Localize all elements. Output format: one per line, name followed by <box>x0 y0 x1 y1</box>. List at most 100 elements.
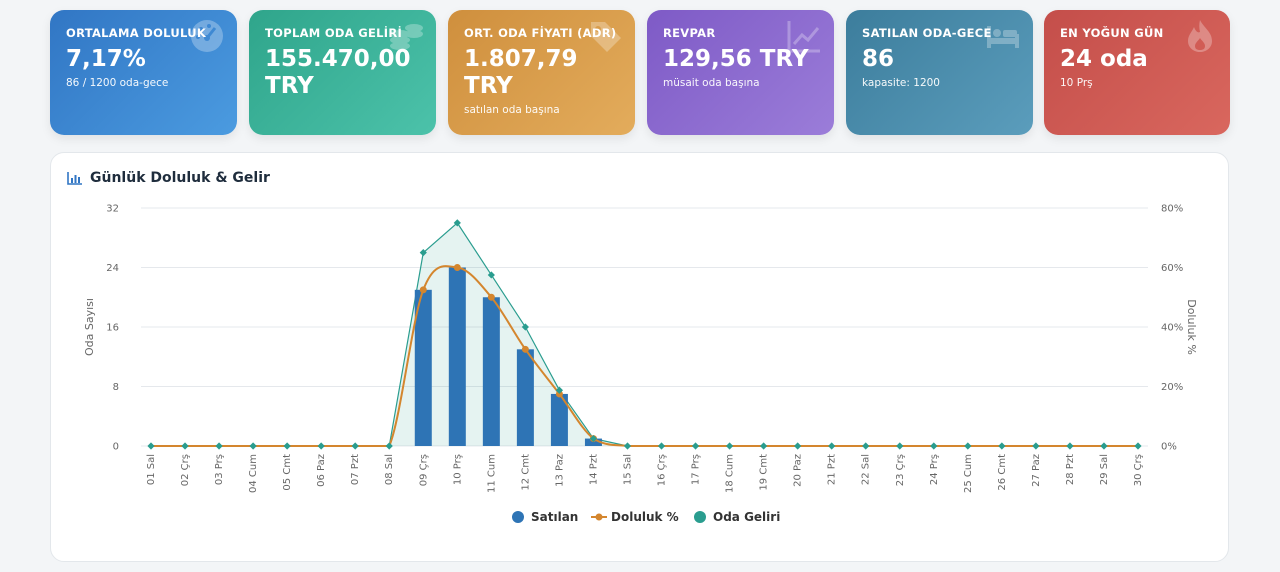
x-tick-label: 20 Paz <box>793 454 804 487</box>
x-tick-label: 26 Cmt <box>997 454 1008 491</box>
revenue-point <box>215 442 223 450</box>
occupancy-point <box>555 390 563 398</box>
y2-axis-title: Doluluk % <box>1185 299 1198 355</box>
revenue-point <box>657 442 666 450</box>
legend-label: Doluluk % <box>611 510 679 524</box>
x-tick-label: 06 Paz <box>316 454 327 487</box>
x-tick-label: 18 Cum <box>725 454 736 493</box>
kpi-sub: müsait oda başına <box>663 77 760 89</box>
revenue-point <box>691 442 700 450</box>
y-axis-title: Oda Sayısı <box>83 298 96 356</box>
y-tick-label: 8 <box>113 382 119 393</box>
y-tick-label: 16 <box>106 323 119 334</box>
revenue-point <box>794 442 802 450</box>
kpi-value: 86 <box>862 46 895 72</box>
kpi-value: 24 oda <box>1060 46 1148 72</box>
revenue-point <box>760 442 768 450</box>
y2-tick-label: 80% <box>1161 204 1183 215</box>
x-tick-label: 16 Çrş <box>657 454 668 486</box>
revenue-line <box>151 221 1138 447</box>
x-tick-label: 27 Paz <box>1031 454 1042 487</box>
panel-title-text: Günlük Doluluk & Gelir <box>90 170 270 186</box>
occupancy-line <box>150 265 1138 448</box>
sold-bar <box>482 297 500 446</box>
x-tick-label: 15 Sal <box>622 454 633 485</box>
y2-tick-label: 40% <box>1161 323 1183 334</box>
x-tick-label: 30 Çrş <box>1133 454 1144 486</box>
x-tick-label: 04 Cum <box>248 454 259 493</box>
kpi-label: TOPLAM ODA GELİRİ <box>265 26 403 40</box>
revenue-point <box>1100 442 1108 450</box>
kpi-sub: 86 / 1200 oda-gece <box>66 77 169 89</box>
y-tick-label: 32 <box>106 204 119 215</box>
y2-tick-label: 20% <box>1161 382 1183 393</box>
revenue-point <box>283 442 291 450</box>
revenue-point <box>181 442 189 450</box>
revenue-point <box>725 442 734 450</box>
x-tick-label: 17 Prş <box>691 454 702 485</box>
kpi-label: EN YOĞUN GÜN <box>1060 26 1164 40</box>
y-tick-label: 0 <box>113 442 119 453</box>
x-tick-label: 11 Cum <box>486 454 497 493</box>
kpi-value: 155.470,00 TRY <box>265 46 411 99</box>
kpi-label: REVPAR <box>663 26 716 40</box>
revenue-point <box>1134 442 1142 450</box>
gauge-icon <box>191 20 223 52</box>
x-tick-label: 28 Pzt <box>1065 454 1076 485</box>
revenue-point <box>623 442 632 450</box>
kpi-label: ORTALAMA DOLULUK <box>66 26 207 40</box>
revenue-point <box>385 442 393 450</box>
revenue-point <box>1032 442 1040 450</box>
x-tick-label: 09 Çrş <box>418 454 429 486</box>
kpi-label: SATILAN ODA-GECE <box>862 26 992 40</box>
x-tick-label: 03 Prş <box>214 454 225 485</box>
x-tick-label: 29 Sal <box>1099 454 1110 485</box>
x-tick-label: 22 Sal <box>861 454 872 485</box>
occupancy-point <box>453 264 461 271</box>
x-tick-label: 08 Sal <box>384 454 395 485</box>
x-tick-label: 19 Cmt <box>759 454 770 491</box>
x-tick-label: 25 Cum <box>963 454 974 493</box>
revenue-point <box>896 442 904 450</box>
x-tick-label: 13 Paz <box>554 454 565 487</box>
occupancy-point <box>521 345 529 353</box>
revenue-point <box>589 434 598 443</box>
kpi-label: ORT. ODA FİYATI (ADR) <box>464 26 617 40</box>
sold-bar <box>448 267 466 446</box>
x-tick-label: 10 Prş <box>452 454 463 485</box>
sold-bar <box>550 393 568 446</box>
revenue-point <box>249 442 257 450</box>
sold-bar <box>516 349 534 446</box>
revenue-point <box>1066 442 1074 450</box>
revenue-point <box>828 442 836 450</box>
panel-title: Günlük Doluluk & Gelir <box>67 170 270 186</box>
chart-bar-icon <box>67 171 82 185</box>
legend-label: Oda Geliri <box>713 510 780 524</box>
chart-line-icon <box>787 21 820 53</box>
occupancy-point <box>487 293 495 301</box>
kpi-value: 129,56 TRY <box>663 46 809 72</box>
coins-icon <box>390 24 423 50</box>
kpi-sub: 10 Prş <box>1060 77 1093 89</box>
revenue-point <box>351 442 359 450</box>
x-tick-label: 07 Pzt <box>350 454 361 485</box>
legend-marker <box>512 511 524 523</box>
revenue-point <box>419 249 427 257</box>
fire-icon <box>1188 20 1212 52</box>
kpi-card-revpar: REVPAR 129,56 TRY müsait oda başına <box>647 10 834 135</box>
x-tick-label: 05 Cmt <box>282 454 293 491</box>
x-tick-label: 01 Sal <box>146 454 157 485</box>
y2-tick-label: 0% <box>1161 442 1177 453</box>
kpi-card-adr: ORT. ODA FİYATI (ADR) 1.807,79 TRY satıl… <box>448 10 635 135</box>
y-tick-label: 24 <box>106 263 119 274</box>
bed-icon <box>987 26 1019 48</box>
legend-marker <box>595 513 603 521</box>
revenue-point <box>147 442 155 450</box>
x-tick-label: 23 Çrş <box>895 454 906 486</box>
revenue-point <box>317 442 325 450</box>
sold-bar <box>414 289 432 446</box>
kpi-card-sold-nights: SATILAN ODA-GECE 86 kapasite: 1200 <box>846 10 1033 135</box>
revenue-point <box>930 442 938 450</box>
x-tick-label: 02 Çrş <box>180 454 191 486</box>
legend-marker <box>694 511 706 523</box>
